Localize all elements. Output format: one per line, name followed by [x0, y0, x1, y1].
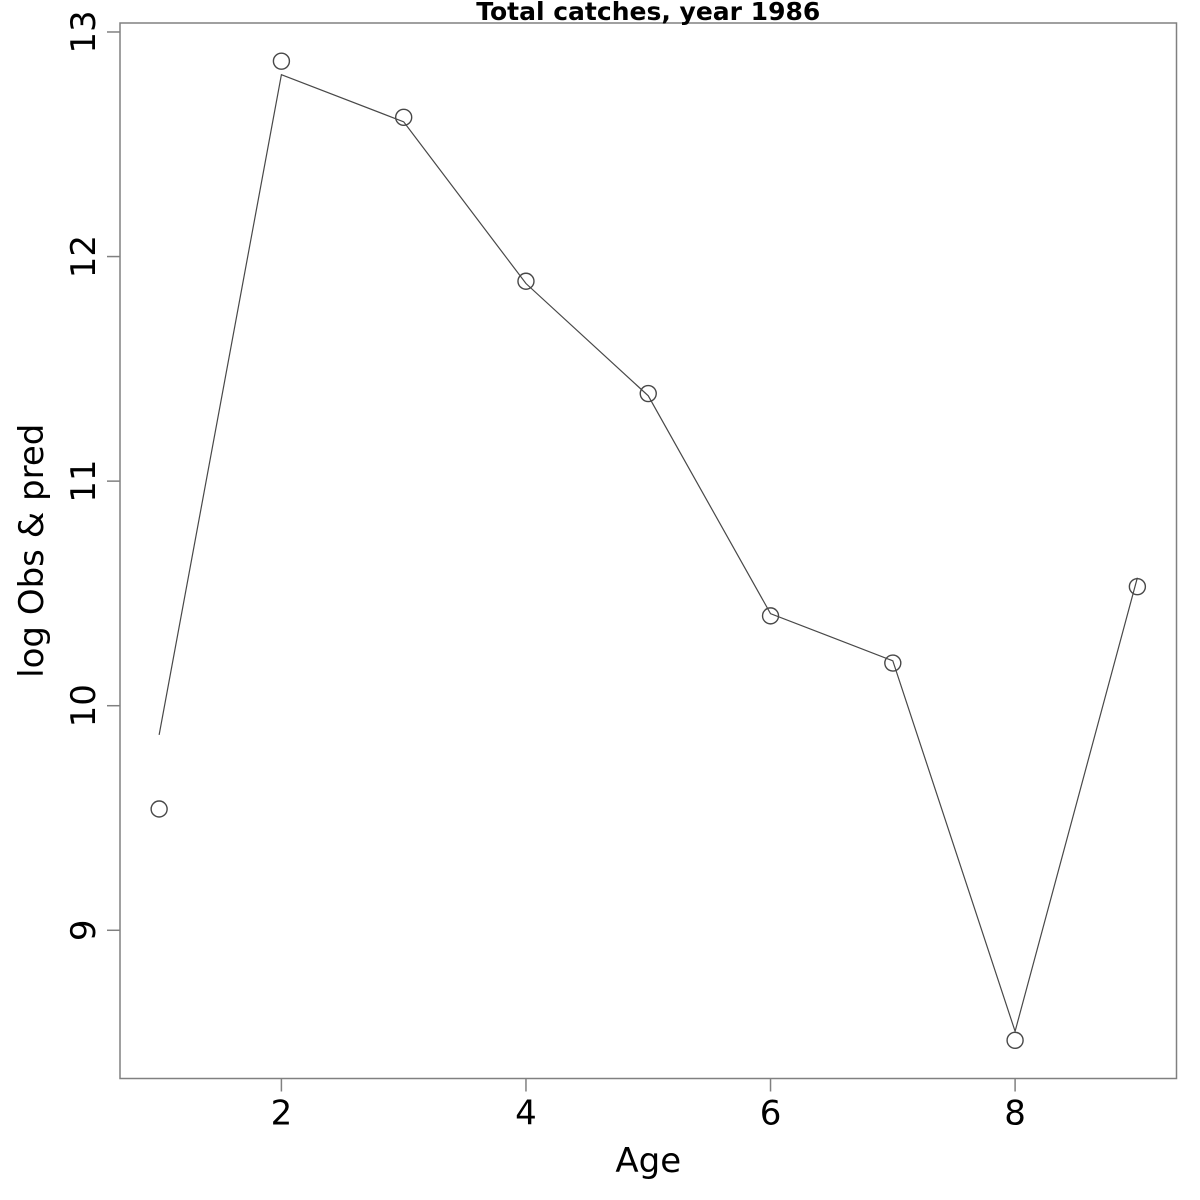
y-axis-tick-label: 9	[64, 919, 104, 941]
x-axis-tick-label: 2	[271, 1094, 293, 1134]
y-axis-tick-label: 13	[64, 10, 104, 53]
observed-point	[150, 800, 168, 818]
observed-point	[1006, 1031, 1024, 1050]
x-axis-tick-label: 4	[515, 1094, 537, 1134]
x-axis-tick-label: 8	[1004, 1094, 1026, 1134]
chart-title: Total catches, year 1986	[476, 0, 820, 26]
observed-point	[884, 654, 902, 672]
y-axis-tick-label: 10	[64, 684, 104, 727]
observed-point	[761, 607, 780, 625]
observed-point	[1128, 577, 1147, 596]
predicted-line	[158, 73, 1138, 1034]
x-axis-tick-label: 6	[760, 1094, 782, 1134]
plot-box	[119, 22, 1178, 1080]
y-axis-label: log Obs & pred	[12, 424, 52, 678]
observed-point	[517, 272, 535, 290]
observed-point	[639, 384, 657, 403]
observed-point	[272, 52, 291, 70]
y-axis-tick-label: 12	[64, 235, 104, 278]
observed-point	[394, 108, 413, 127]
y-axis-tick-label: 11	[64, 459, 104, 502]
x-axis-label: Age	[615, 1141, 681, 1181]
